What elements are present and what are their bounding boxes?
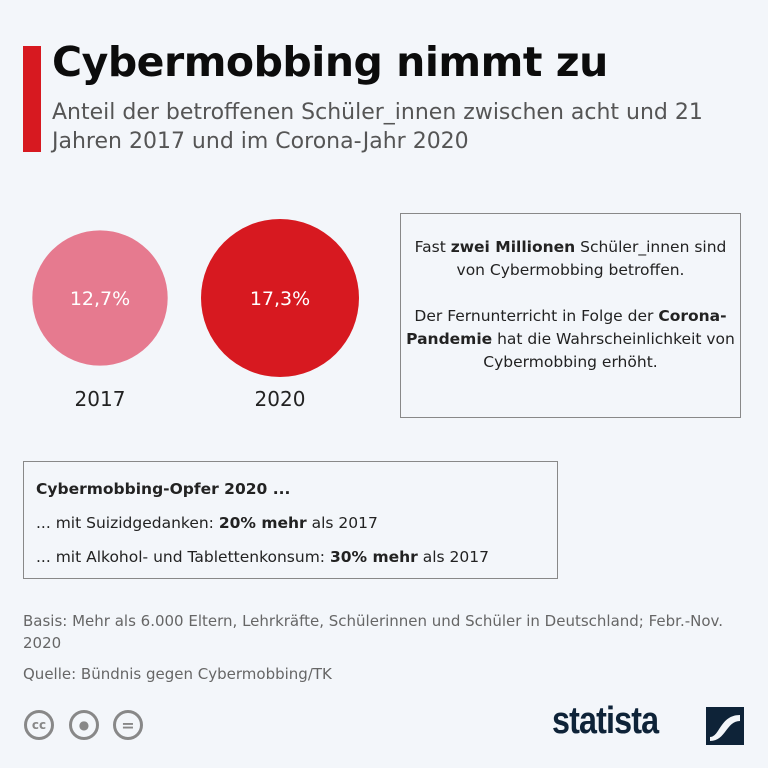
emphasis-text: 20% mehr: [218, 514, 307, 532]
category-label: 2017: [75, 387, 126, 411]
statista-logo-mark-icon: [706, 707, 744, 745]
statista-logo: statista: [552, 700, 659, 742]
text-segment: als 2017: [306, 514, 378, 532]
text-segment: Der Fernunterricht in Folge der: [414, 307, 659, 325]
bubble-value-label: 17,3%: [250, 288, 310, 310]
text-segment: Fast: [414, 238, 451, 256]
text-segment: hat die Wahrscheinlichkeit von Cybermobb…: [483, 330, 735, 371]
emphasis-text: zwei Millionen: [450, 238, 576, 256]
by-icon: ●: [69, 710, 99, 740]
emphasis-text: 30% mehr: [329, 548, 418, 566]
info-paragraph-1: Fast zwei Millionen Schüler_innen sind v…: [401, 236, 740, 282]
page-subtitle: Anteil der betroffenen Schüler_innen zwi…: [52, 100, 703, 154]
footer-basis: Basis: Mehr als 6.000 Eltern, Lehrkräfte…: [23, 612, 724, 652]
bubble-2020: [201, 219, 359, 377]
page-title: Cybermobbing nimmt zu: [52, 38, 608, 86]
cc-icon: cc: [24, 710, 54, 740]
text-segment: ... mit Suizidgedanken:: [36, 514, 219, 532]
bubble-value-label: 12,7%: [70, 288, 130, 310]
category-label: 2020: [255, 387, 306, 411]
victims-line-alcohol: ... mit Alkohol- und Tablettenkonsum: 30…: [36, 540, 545, 574]
victims-box: Cybermobbing-Opfer 2020 ... ... mit Suiz…: [23, 461, 558, 579]
nd-icon: =: [113, 710, 143, 740]
info-paragraph-2: Der Fernunterricht in Folge der Corona-P…: [401, 305, 740, 374]
title-accent-bar: [23, 46, 41, 152]
footer-source: Quelle: Bündnis gegen Cybermobbing/TK: [23, 665, 332, 683]
text-segment: ... mit Alkohol- und Tablettenkonsum:: [36, 548, 330, 566]
bubble-chart: 12,7% 2017 17,3% 2020: [32, 219, 359, 411]
text-segment: als 2017: [417, 548, 489, 566]
info-box: Fast zwei Millionen Schüler_innen sind v…: [400, 213, 741, 418]
victims-line-suicide: ... mit Suizidgedanken: 20% mehr als 201…: [36, 506, 545, 540]
victims-heading: Cybermobbing-Opfer 2020 ...: [36, 480, 291, 498]
text-segment: Schüler_innen sind von Cybermobbing betr…: [456, 238, 727, 279]
emphasis-text: Corona-Pandemie: [406, 307, 727, 348]
bubble-2017: [32, 230, 168, 366]
